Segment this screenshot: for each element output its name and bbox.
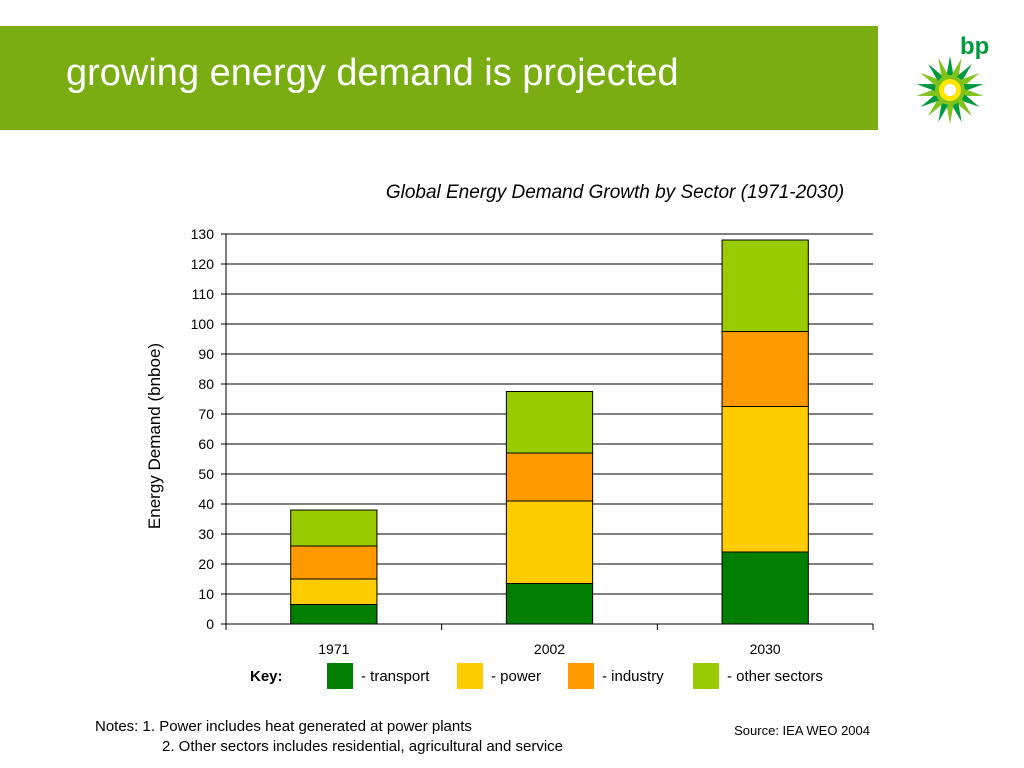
bar-segment-power [721, 406, 809, 553]
legend-item-other-sectors: - other sectors [693, 663, 823, 689]
bar-segment-other-sectors [721, 239, 809, 332]
y-tick-label: 50 [198, 466, 214, 482]
source-citation: Source: IEA WEO 2004 [734, 723, 870, 738]
legend-item-industry: - industry [568, 663, 664, 689]
bar-segment-industry [290, 545, 378, 580]
legend-label-transport: - transport [361, 667, 430, 685]
y-axis-label: Energy Demand (bnboe) [145, 342, 164, 530]
y-tick-label: 80 [198, 376, 214, 392]
helios-petal [961, 88, 984, 97]
notes: Notes: 1. Power includes heat generated … [95, 717, 563, 757]
helios-petal [950, 58, 962, 81]
bp-helios-logo: bp [916, 33, 989, 124]
page-title: growing energy demand is projected [66, 52, 679, 94]
helios-petal [938, 58, 950, 81]
bp-logo-text: bp [960, 33, 989, 60]
helios-petal [938, 99, 950, 122]
legend-swatch-other-sectors [693, 663, 719, 689]
bar-segment-industry [721, 331, 809, 407]
bar-segment-other-sectors [290, 509, 378, 547]
legend-swatch-industry [568, 663, 594, 689]
bar-segment-power [290, 578, 378, 605]
y-tick-label: 130 [191, 226, 215, 242]
bar-segment-industry [505, 452, 594, 502]
x-tick-label: 1971 [318, 641, 349, 657]
y-tick-label: 100 [191, 316, 215, 332]
legend-swatch-transport [327, 663, 353, 689]
legend-item-power: - power [457, 663, 541, 689]
note-line-1: Notes: 1. Power includes heat generated … [95, 718, 472, 735]
legend-key-label: Key: [250, 668, 283, 685]
note-line-2: 2. Other sectors includes residential, a… [162, 738, 564, 755]
helios-petal [946, 56, 954, 78]
bar-segment-power [505, 500, 594, 584]
chart-title: Global Energy Demand Growth by Sector (1… [385, 182, 845, 203]
bar-segment-other-sectors [505, 391, 594, 454]
title-banner [0, 26, 878, 130]
y-tick-label: 40 [198, 496, 214, 512]
legend-item-transport: - transport [327, 663, 429, 689]
bar-segment-transport [721, 551, 809, 625]
helios-petal [946, 102, 954, 124]
bar-segment-transport [505, 583, 594, 625]
helios-petal [916, 83, 939, 92]
y-tick-label: 110 [192, 286, 215, 302]
legend-swatch-power [457, 663, 483, 689]
y-tick-label: 120 [191, 256, 215, 272]
y-tick-label: 60 [198, 436, 214, 452]
legend-label-industry: - industry [602, 667, 664, 685]
y-tick-label: 30 [198, 526, 214, 542]
legend-label-power: - power [491, 667, 542, 685]
y-tick-label: 70 [198, 406, 214, 422]
legend-label-other-sectors: - other sectors [727, 667, 823, 685]
y-tick-label: 0 [206, 616, 214, 632]
y-tick-label: 10 [198, 586, 214, 602]
y-tick-label: 20 [198, 556, 214, 572]
helios-sunburst-icon [916, 56, 984, 124]
y-tick-label: 90 [198, 346, 214, 362]
x-tick-label: 2030 [750, 641, 781, 657]
bar-segment-transport [290, 604, 378, 625]
x-tick-label: 2002 [534, 641, 565, 657]
